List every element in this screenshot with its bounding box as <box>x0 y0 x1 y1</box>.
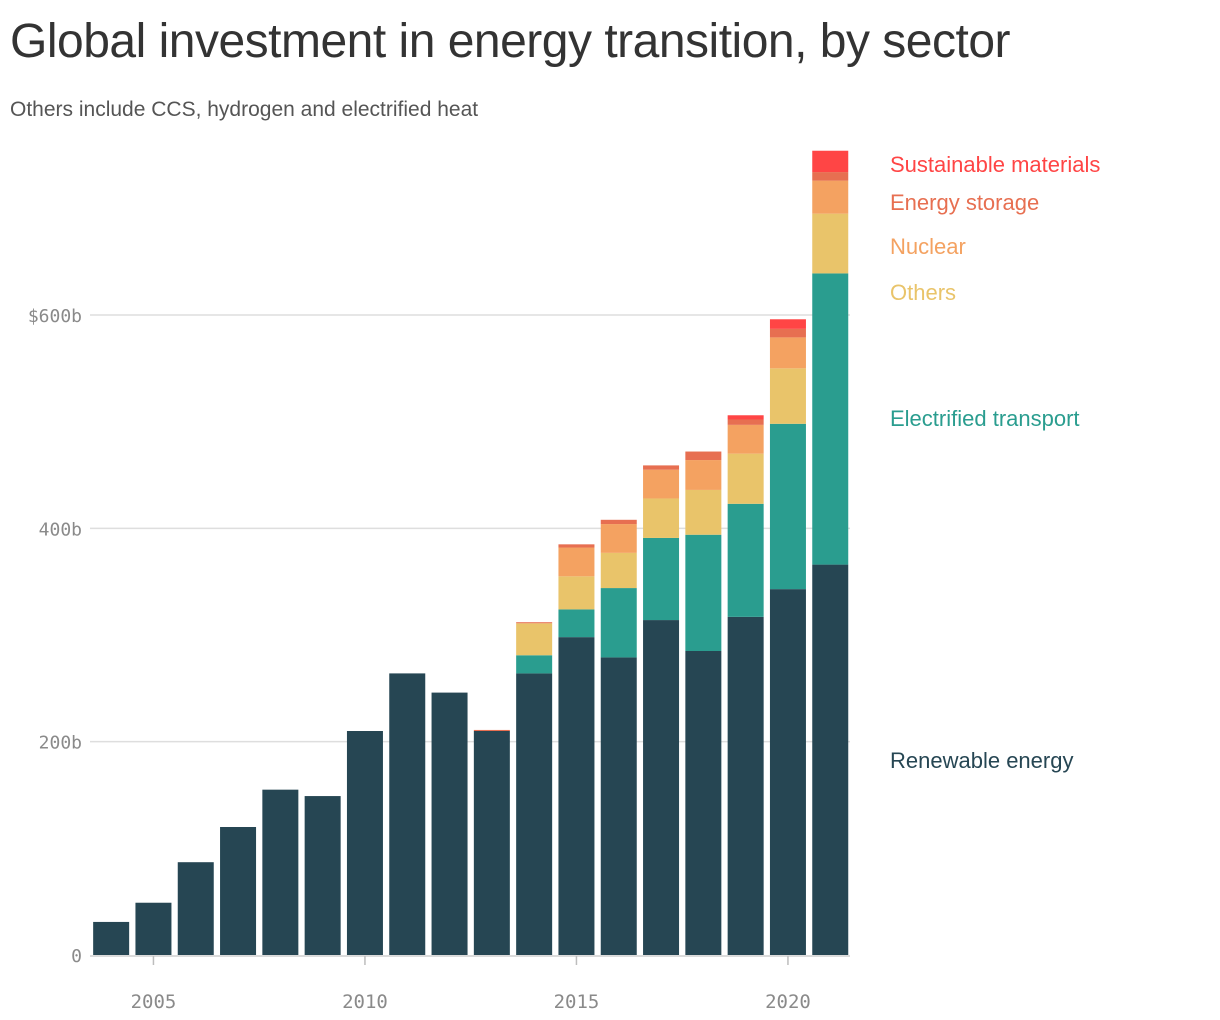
bar-2018-energy-storage <box>685 451 722 461</box>
x-tick-label: 2020 <box>765 991 811 1013</box>
bar-2018-nuclear <box>685 460 722 490</box>
bar-2020-nuclear <box>769 337 806 369</box>
bar-2015-renewable-energy <box>558 637 595 955</box>
bar-2017-renewable-energy <box>643 620 680 955</box>
bar-2021-renewable-energy <box>812 564 849 955</box>
bar-2015-energy-storage <box>558 544 595 548</box>
bar-2021-electrified-transport <box>812 273 849 565</box>
legend: Renewable energy Electrified transport Oth… <box>890 152 1100 773</box>
bar-2009-renewable-energy <box>304 796 341 955</box>
bar-2019-electrified-transport <box>727 503 764 617</box>
legend-electrified-transport: Electrified transport <box>890 406 1080 431</box>
bar-2018-electrified-transport <box>685 534 722 651</box>
bar-2020-electrified-transport <box>769 423 806 590</box>
x-tick-label: 2005 <box>131 991 177 1013</box>
bar-2019-renewable-energy <box>727 616 764 955</box>
bar-2010-renewable-energy <box>346 731 383 955</box>
bar-2017-nuclear <box>643 469 680 499</box>
y-axis-tick-labels: 0 200b 400b $600b <box>28 306 82 967</box>
bar-2016-energy-storage <box>600 519 637 525</box>
bar-2013-energy-storage <box>473 729 510 731</box>
chart-title: Global investment in energy transition, … <box>10 15 1011 68</box>
bar-2006-renewable-energy <box>177 862 214 955</box>
bar-2018-others <box>685 489 722 535</box>
bar-2016-electrified-transport <box>600 588 637 658</box>
bar-2012-renewable-energy <box>431 692 468 955</box>
legend-others: Others <box>890 280 956 305</box>
bar-2017-energy-storage <box>643 465 680 470</box>
legend-renewable-energy: Renewable energy <box>890 748 1073 773</box>
bars <box>93 150 849 955</box>
bar-2020-renewable-energy <box>769 589 806 955</box>
x-tick-label: 2010 <box>342 991 388 1013</box>
y-tick-label: 400b <box>39 519 82 540</box>
bar-2016-renewable-energy <box>600 657 637 955</box>
bar-2008-renewable-energy <box>262 789 299 955</box>
y-tick-label: 200b <box>39 733 82 754</box>
bar-2017-electrified-transport <box>643 537 680 621</box>
bar-2015-electrified-transport <box>558 609 595 638</box>
legend-energy-storage: Energy storage <box>890 190 1039 215</box>
bar-2019-sustainable-materials <box>727 415 764 420</box>
legend-sustainable-materials: Sustainable materials <box>890 152 1100 177</box>
bar-2015-others <box>558 576 595 610</box>
bar-2019-energy-storage <box>727 419 764 425</box>
bar-2021-sustainable-materials <box>812 150 849 173</box>
bar-2005-renewable-energy <box>135 902 172 955</box>
y-tick-label: 0 <box>71 946 82 967</box>
y-tick-label: $600b <box>28 306 82 327</box>
legend-nuclear: Nuclear <box>890 234 966 259</box>
bar-2014-renewable-energy <box>516 673 553 955</box>
bar-2021-others <box>812 213 849 274</box>
bar-2007-renewable-energy <box>220 827 257 955</box>
bar-2014-energy-storage <box>516 622 553 624</box>
bar-2019-nuclear <box>727 424 764 454</box>
bar-2015-nuclear <box>558 547 595 577</box>
bar-2014-electrified-transport <box>516 655 553 674</box>
bar-2004-renewable-energy <box>93 921 130 955</box>
bar-2011-renewable-energy <box>389 673 426 955</box>
bar-2019-others <box>727 453 764 504</box>
bar-2016-others <box>600 552 637 589</box>
bar-2020-energy-storage <box>769 328 806 338</box>
bar-2014-others <box>516 623 553 656</box>
bar-2018-renewable-energy <box>685 651 722 955</box>
chart-subtitle: Others include CCS, hydrogen and electri… <box>10 98 479 121</box>
x-tick-label: 2015 <box>554 991 600 1013</box>
bar-2017-others <box>643 498 680 538</box>
bar-2020-sustainable-materials <box>769 319 806 329</box>
gridlines <box>90 314 850 743</box>
x-axis: 2005 2010 2015 2020 <box>90 955 850 1013</box>
bar-2013-renewable-energy <box>473 731 510 955</box>
bar-2020-others <box>769 368 806 424</box>
bar-2016-nuclear <box>600 524 637 553</box>
bar-2021-energy-storage <box>812 172 849 181</box>
bar-2021-nuclear <box>812 180 849 214</box>
